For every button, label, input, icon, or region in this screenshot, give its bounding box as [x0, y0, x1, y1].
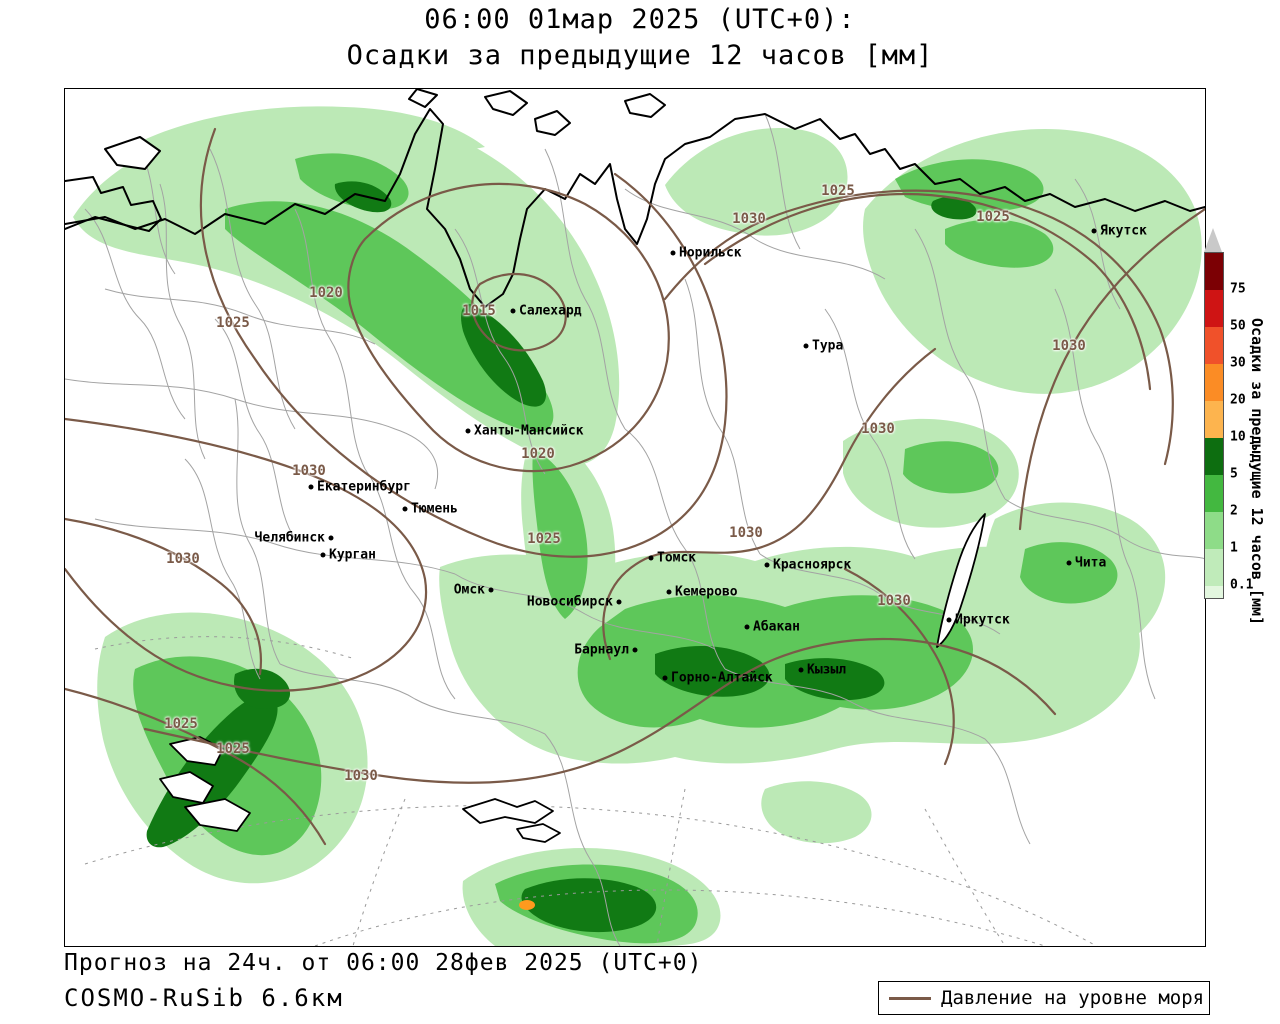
city-dot [616, 599, 622, 605]
colorbar-segment [1205, 549, 1223, 586]
colorbar-segment [1205, 475, 1223, 512]
map-svg [65, 89, 1205, 946]
colorbar-tick: 30 [1230, 355, 1246, 371]
colorbar-tick: 20 [1230, 392, 1246, 408]
isobars [65, 127, 1205, 846]
city-label: Чита [1075, 555, 1107, 571]
city-dot [666, 589, 672, 595]
city-dot [648, 555, 654, 561]
city-dot [320, 552, 326, 558]
city-dot [946, 617, 952, 623]
city-label: Якутск [1100, 223, 1147, 239]
isobar-label: 1020 [309, 285, 343, 301]
isobar-label: 1030 [729, 525, 763, 541]
isobar-label: 1025 [976, 209, 1010, 225]
isobar-label: 1030 [732, 211, 766, 227]
city-label: Ханты-Мансийск [474, 423, 584, 439]
colorbar-segment [1205, 253, 1223, 290]
city-label: Томск [657, 550, 697, 566]
model-name: COSMO-RuSib 6.6км [64, 984, 344, 1012]
city-label: Салехард [519, 303, 582, 319]
city-label: Омск [453, 582, 485, 598]
city-dot [798, 667, 804, 673]
city-label: Красноярск [773, 557, 852, 573]
city-label: Кызыл [807, 662, 847, 678]
city-label: Челябинск [254, 530, 325, 546]
weather-map: Норильск Тура Якутск Салехард Ханты-Мансийск… [64, 88, 1206, 947]
isobar-label: 1025 [216, 315, 250, 331]
city-dot [803, 343, 809, 349]
city-label: Курган [329, 547, 376, 563]
coastline [65, 89, 1205, 843]
city-label: Екатеринбург [317, 479, 411, 495]
city-label: Барнаул [574, 642, 629, 658]
isobar-label: 1030 [292, 463, 326, 479]
isobar-label: 1025 [216, 741, 250, 757]
city-dot [308, 484, 314, 490]
city-label: Норильск [679, 245, 742, 261]
colorbar-tick: 2 [1230, 503, 1238, 519]
colorbar-overflow-triangle [1204, 228, 1222, 252]
pressure-line-sample [889, 996, 931, 1000]
precip-colorbar: 75 50 30 20 10 5 2 1 0.1 [1204, 228, 1280, 599]
city-dot [1066, 560, 1072, 566]
page-title-line1: 06:00 01мар 2025 (UTC+0): [424, 4, 856, 35]
city-label: Иркутск [955, 612, 1010, 628]
isobar-label: 1030 [861, 421, 895, 437]
colorbar-tick: 0.1 [1230, 577, 1254, 593]
isobar-label: 1025 [527, 531, 561, 547]
city-label: Новосибирск [526, 594, 613, 610]
city-dot [465, 428, 471, 434]
city-label: Абакан [753, 619, 800, 635]
isobar-label: 1030 [344, 768, 378, 784]
colorbar-tick: 10 [1230, 429, 1246, 445]
lake-baikal [936, 513, 986, 648]
city-label: Горно-Алтайск [671, 670, 773, 686]
pressure-legend: Давление на уровне моря [878, 981, 1210, 1015]
extreme-precip-spot [519, 900, 535, 910]
colorbar-tick: 75 [1230, 281, 1246, 297]
isobar-label: 1015 [462, 303, 496, 319]
isobar-label: 1030 [877, 593, 911, 609]
map-overlays: Норильск Тура Якутск Салехард Ханты-Мансийск… [65, 89, 1205, 946]
city-dot [744, 624, 750, 630]
isobar-label: 1020 [521, 446, 555, 462]
colorbar-tick: 1 [1230, 540, 1238, 556]
city-label: Кемерово [675, 584, 738, 600]
precip-layer-dark [146, 181, 977, 933]
colorbar-title: Осадки за предыдущие 12 часов [мм] [1248, 318, 1266, 626]
isobar-label: 1025 [164, 716, 198, 732]
colorbar-segment [1205, 586, 1223, 599]
page-title-line2: Осадки за предыдущие 12 часов [мм] [346, 40, 934, 71]
forecast-info: Прогноз на 24ч. от 06:00 28фев 2025 (UTC… [64, 950, 703, 976]
colorbar-tick: 5 [1230, 466, 1238, 482]
colorbar-segment [1205, 364, 1223, 401]
colorbar-segment [1205, 438, 1223, 475]
colorbar-segment [1205, 290, 1223, 327]
colorbar-segment [1205, 401, 1223, 438]
colorbar-segment [1205, 327, 1223, 364]
admin-borders [65, 113, 1205, 946]
isobar-label: 1030 [166, 551, 200, 567]
pressure-legend-label: Давление на уровне моря [941, 987, 1205, 1009]
colorbar-scale [1204, 252, 1224, 599]
city-label: Тура [812, 338, 844, 354]
city-dot [328, 535, 334, 541]
city-dot [510, 308, 516, 314]
colorbar-segment [1205, 512, 1223, 549]
city-dot [488, 587, 494, 593]
city-dot [632, 647, 638, 653]
city-dot [662, 675, 668, 681]
city-label: Тюмень [411, 501, 458, 517]
isobar-label: 1025 [821, 183, 855, 199]
colorbar-tick: 50 [1230, 318, 1246, 334]
city-dot [764, 562, 770, 568]
isobar-label: 1030 [1052, 338, 1086, 354]
city-dot [402, 506, 408, 512]
city-dot [1091, 228, 1097, 234]
city-dot [670, 250, 676, 256]
